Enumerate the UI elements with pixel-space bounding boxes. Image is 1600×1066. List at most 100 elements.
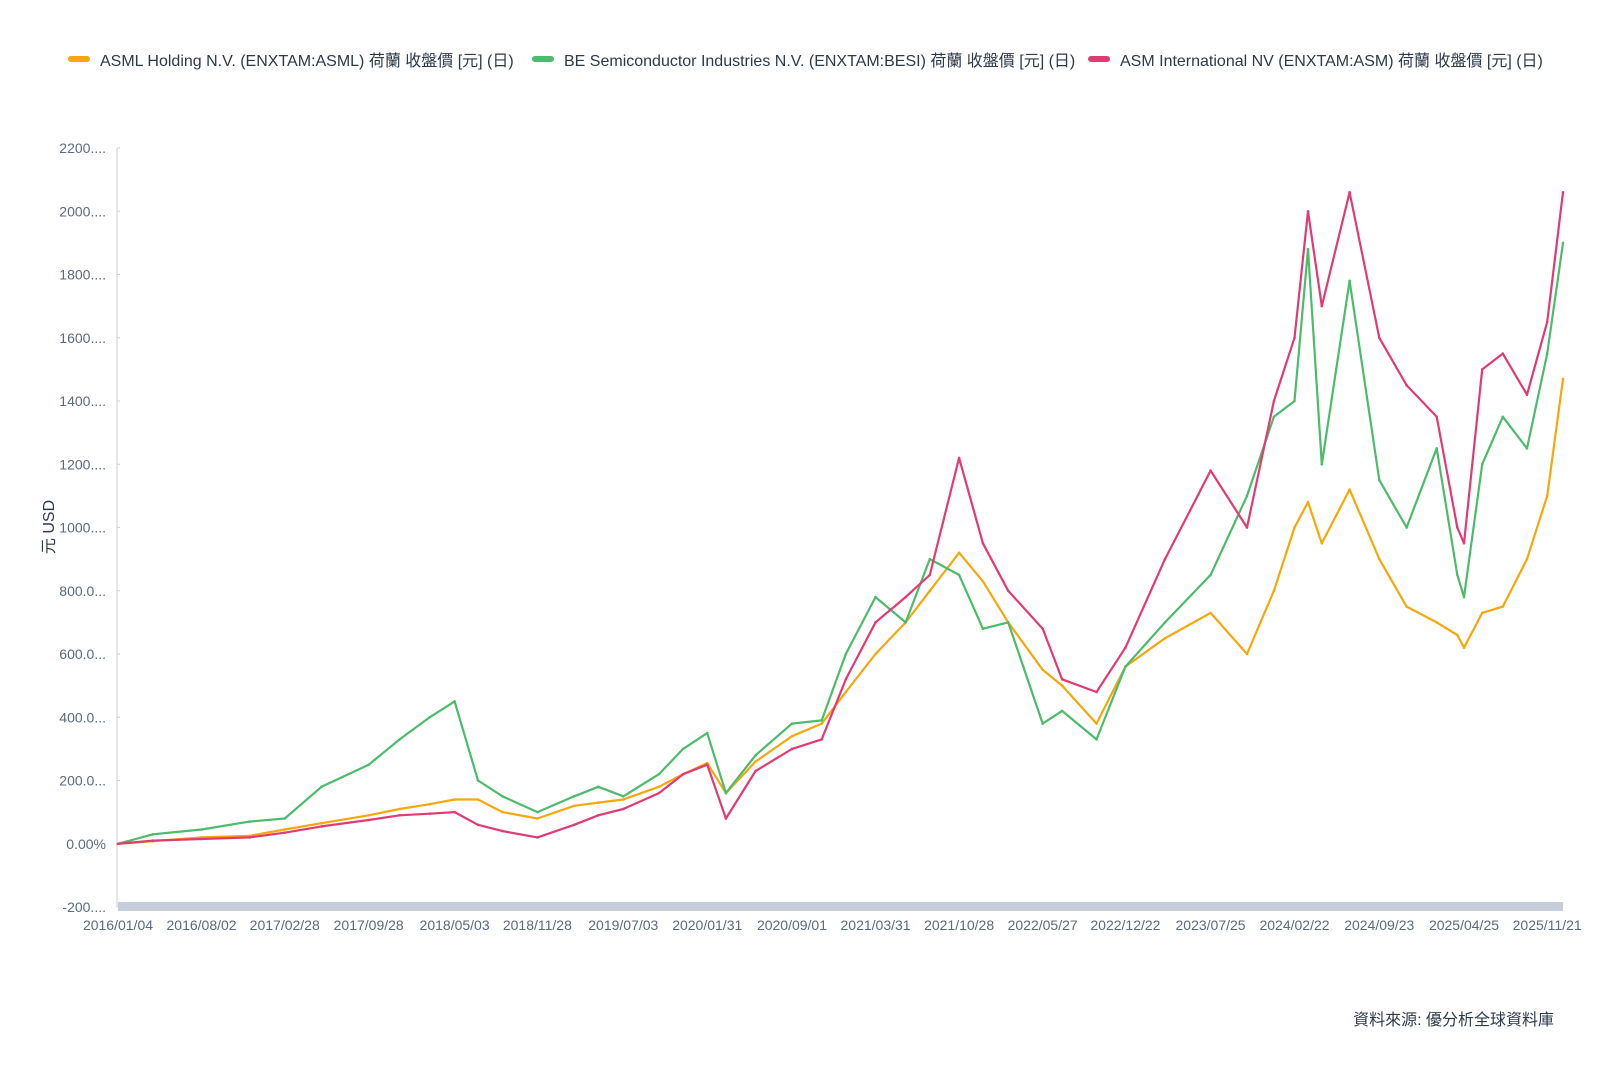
series-2-point	[200, 828, 203, 831]
series-3-point	[1095, 690, 1098, 694]
series-1-point	[428, 802, 432, 806]
series-2-point	[1435, 447, 1438, 450]
series-1-point	[1163, 636, 1167, 640]
x-tick-label: 2016/08/02	[167, 917, 237, 933]
series-1-point	[790, 734, 794, 738]
y-axis-title: 元 USD	[41, 500, 58, 554]
series-2-point	[1462, 595, 1466, 599]
series-3-point	[1306, 210, 1310, 213]
series-2-point	[1124, 665, 1127, 668]
series-3-point	[572, 823, 576, 827]
series-2-point	[1209, 573, 1212, 577]
legend-swatch	[532, 56, 554, 62]
series-1-point	[1462, 646, 1466, 649]
series-3-point	[597, 814, 600, 817]
series-3-point	[1525, 393, 1529, 397]
series-2-point	[1163, 621, 1167, 624]
series-1-point	[1245, 652, 1249, 656]
x-tick-label: 2022/05/27	[1008, 917, 1078, 933]
series-3-point	[1245, 526, 1249, 529]
legend-label: ASML Holding N.V. (ENXTAM:ASML) 荷蘭 收盤價 […	[100, 53, 514, 70]
series-2-point	[1405, 526, 1408, 529]
series-3-point	[1462, 542, 1466, 545]
series-3-point	[1405, 383, 1408, 387]
y-tick-label: 1400....	[59, 393, 106, 409]
series-1-point	[476, 798, 480, 801]
series-1-point	[957, 551, 961, 555]
legend-item[interactable]: BE Semiconductor Industries N.V. (ENXTAM…	[532, 44, 1075, 74]
x-tick-label: 2019/07/03	[588, 917, 658, 933]
series-2-point	[1306, 247, 1310, 251]
series-1-point	[657, 785, 661, 789]
series-2-point	[367, 763, 371, 766]
series-3-point	[1435, 415, 1438, 419]
series-1-point	[1060, 684, 1064, 687]
series-2-point	[536, 810, 539, 814]
series-1-point	[928, 589, 932, 593]
series-1-point	[283, 828, 287, 831]
series-3-point	[1272, 399, 1276, 403]
series-3-point	[320, 825, 323, 828]
series-3-point	[476, 823, 480, 827]
legend-item[interactable]: ASML Holding N.V. (ENXTAM:ASML) 荷蘭 收盤價 […	[68, 44, 514, 74]
x-tick-label: 2023/07/25	[1176, 917, 1246, 933]
source-note: 資料來源: 優分析全球資料庫	[1353, 1012, 1554, 1029]
series-2-point	[428, 716, 432, 719]
series-2-point	[597, 785, 600, 789]
x-tick-label: 2025/04/25	[1429, 917, 1499, 933]
series-2-point	[1272, 415, 1276, 419]
series-1-point	[1480, 611, 1484, 615]
series-2-point	[501, 795, 504, 798]
y-tick-label: 600.0...	[59, 646, 106, 662]
x-axis-scrollbar[interactable]	[118, 902, 1563, 911]
y-tick-label: 2000....	[59, 203, 106, 219]
series-2-point	[1561, 241, 1565, 245]
chart-legend: ASML Holding N.V. (ENXTAM:ASML) 荷蘭 收盤價 […	[0, 44, 1600, 74]
series-2-point	[904, 621, 907, 624]
series-1-point	[1561, 377, 1565, 381]
series-3-point	[1501, 352, 1505, 355]
series-2-point	[1006, 621, 1010, 624]
series-2-point	[754, 753, 757, 757]
series-3-point	[453, 810, 456, 814]
series-3-point	[1561, 191, 1565, 194]
series-2-point	[622, 795, 625, 798]
series-2-point	[1501, 415, 1505, 419]
series-3-point	[820, 738, 823, 741]
series-line-3	[116, 191, 1565, 845]
series-2-point	[283, 817, 287, 820]
series-2-point	[981, 627, 985, 630]
series-1-point	[1545, 494, 1549, 498]
series-1-point	[1456, 633, 1459, 637]
legend-item[interactable]: ASM International NV (ENXTAM:ASM) 荷蘭 收盤價…	[1088, 44, 1543, 74]
series-2-point	[1545, 352, 1549, 355]
series-2-point	[681, 747, 685, 751]
series-3-point	[1209, 469, 1212, 472]
series-2-point	[790, 722, 794, 725]
legend-label: ASM International NV (ENXTAM:ASM) 荷蘭 收盤價…	[1120, 53, 1543, 70]
series-3-point	[1041, 627, 1044, 630]
series-3-point	[1545, 320, 1549, 324]
series-3-point	[151, 839, 155, 842]
y-tick-label: 0.00%	[66, 836, 106, 852]
series-1-point	[320, 821, 323, 825]
series-3-point	[428, 812, 432, 815]
x-tick-label: 2018/11/28	[503, 917, 572, 933]
series-3-point	[657, 791, 661, 795]
series-3-point	[398, 814, 401, 817]
x-tick-label: 2021/03/31	[841, 917, 911, 933]
series-1-point	[597, 801, 600, 804]
y-tick-label: 400.0...	[59, 709, 106, 725]
series-3-point	[283, 831, 287, 834]
series-3-point	[1456, 526, 1459, 529]
series-2-point	[151, 833, 155, 836]
series-2-point	[476, 779, 480, 782]
legend-swatch	[68, 56, 90, 62]
series-2-point	[248, 820, 251, 823]
series-1-point	[1320, 542, 1324, 545]
y-tick-label: 2200....	[59, 140, 106, 156]
series-1-point	[1306, 500, 1310, 504]
series-3-point	[928, 573, 932, 577]
y-tick-label: 800.0...	[59, 583, 106, 599]
series-3-point	[536, 836, 539, 839]
